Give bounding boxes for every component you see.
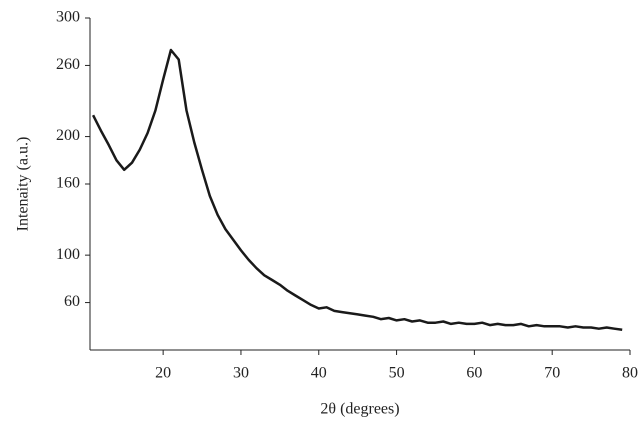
y-tick-label: 300 [56,9,80,26]
x-tick-label: 60 [466,365,482,382]
y-tick-label: 60 [64,293,80,310]
x-tick-label: 30 [233,365,249,382]
x-tick-label: 70 [544,365,560,382]
y-tick-label: 160 [56,175,80,192]
data-line [91,48,623,332]
y-axis-label: Intenaity (a.u.) [15,137,32,232]
y-tick-label: 200 [56,127,80,144]
x-axis-label: 2θ (degrees) [320,401,399,418]
x-tick-label: 20 [155,365,171,382]
x-tick-label: 80 [622,365,638,382]
y-tick-label: 260 [56,56,80,73]
y-tick-label: 100 [56,246,80,263]
x-tick-label: 50 [389,365,405,382]
x-tick-label: 40 [311,365,327,382]
